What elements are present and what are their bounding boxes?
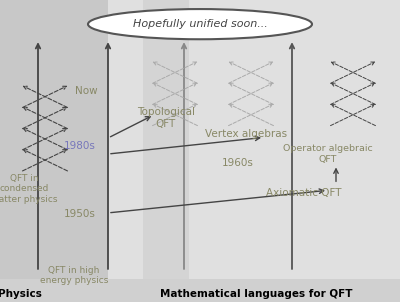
Text: Operator algebraic
QFT: Operator algebraic QFT (283, 144, 373, 164)
Text: Hopefully unified soon...: Hopefully unified soon... (133, 19, 267, 29)
Bar (143, 0, 189, 281)
Text: Topological
QFT: Topological QFT (137, 107, 195, 129)
Text: 1960s: 1960s (222, 158, 254, 168)
Text: Mathematical languages for QFT: Mathematical languages for QFT (160, 288, 352, 299)
Text: Vertex algebras: Vertex algebras (205, 129, 287, 140)
Text: 1980s: 1980s (64, 141, 96, 152)
Text: QFT in
condensed
matter physics: QFT in condensed matter physics (0, 174, 58, 204)
Text: 1950s: 1950s (64, 209, 96, 220)
Ellipse shape (88, 9, 312, 39)
Text: Now: Now (75, 85, 97, 96)
Text: QFT in high
energy physics: QFT in high energy physics (40, 266, 108, 285)
Bar (0, 0, 108, 281)
Text: Axiomatic QFT: Axiomatic QFT (266, 188, 342, 198)
Text: Physics: Physics (0, 288, 42, 299)
Bar (0, 279, 400, 302)
